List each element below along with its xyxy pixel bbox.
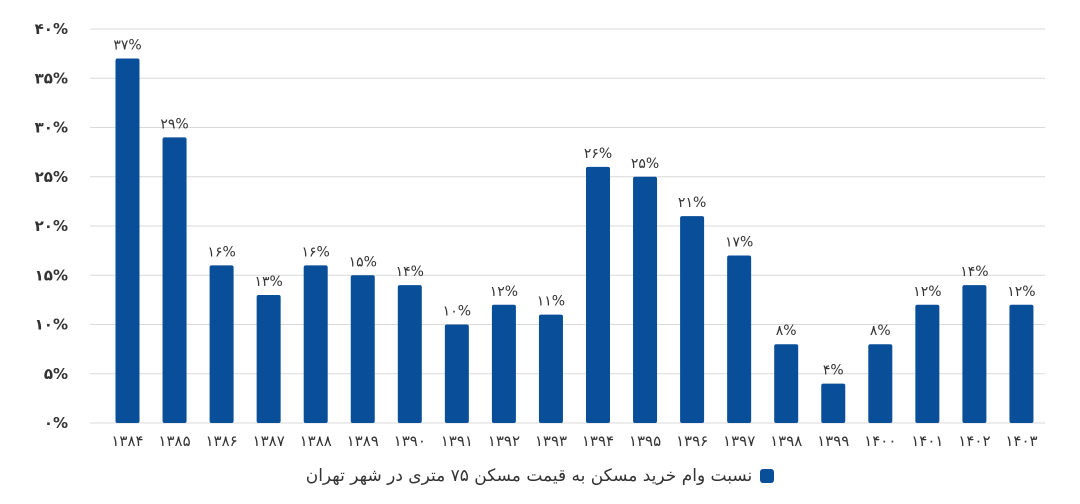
y-axis-ticks: ۰% ۵% ۱۰% ۱۵% ۲۰% ۲۵% ۳۰% ۳۵% ۴۰% — [35, 20, 68, 432]
data-label: ۱۵% — [349, 254, 377, 270]
bar — [162, 137, 187, 423]
bar — [303, 265, 328, 423]
bar-chart: ۰% ۵% ۱۰% ۱۵% ۲۰% ۲۵% ۳۰% ۳۵% ۴۰% ۳۷% ۲۹% ۱۶% ۱۳% ۱۶… — [35, 20, 1045, 450]
data-label: ۱۷% — [725, 235, 753, 251]
x-tick-label: ۱۳۹۸ — [770, 432, 802, 450]
data-label: ۱۶% — [302, 244, 330, 260]
data-label: ۲۹% — [160, 116, 188, 132]
data-label: ۸% — [870, 323, 891, 339]
x-tick-label: ۱۳۸۴ — [111, 432, 143, 450]
y-tick-label: ۲۰% — [35, 217, 68, 235]
bar — [962, 285, 987, 423]
x-tick-label: ۱۳۸۶ — [205, 432, 237, 450]
data-label: ۱۲% — [490, 284, 518, 300]
y-tick-label: ۲۵% — [35, 168, 68, 186]
bar — [538, 314, 563, 423]
x-tick-label: ۱۳۸۹ — [347, 432, 379, 450]
y-tick-label: ۱۵% — [35, 266, 68, 284]
bar — [209, 265, 234, 423]
x-tick-label: ۱۴۰۰ — [864, 432, 896, 450]
bar — [821, 383, 846, 423]
bar — [1009, 304, 1034, 423]
data-label: ۱۳% — [254, 274, 282, 290]
x-tick-label: ۱۳۸۸ — [300, 432, 332, 450]
bar — [633, 176, 658, 423]
x-tick-label: ۱۳۸۷ — [253, 432, 285, 450]
bar — [774, 344, 799, 423]
bar — [256, 294, 281, 423]
legend: نسبت وام خرید مسکن به قیمت مسکن ۷۵ متری … — [0, 460, 1080, 492]
bars — [115, 58, 1034, 424]
data-label: ۱۰% — [443, 304, 471, 320]
bar — [868, 344, 893, 423]
x-tick-label: ۱۳۹۷ — [723, 432, 755, 450]
data-label: ۲۵% — [631, 156, 659, 172]
x-tick-label: ۱۳۹۲ — [488, 432, 520, 450]
bar — [491, 304, 516, 423]
x-tick-label: ۱۳۹۱ — [441, 432, 473, 450]
data-label: ۸% — [776, 323, 797, 339]
gridlines — [90, 28, 1045, 424]
y-tick-label: ۳۰% — [35, 119, 68, 137]
y-tick-label: ۴۰% — [35, 20, 68, 38]
bar — [397, 285, 422, 423]
data-label: ۲۱% — [678, 195, 706, 211]
bar — [115, 58, 140, 424]
x-tick-label: ۱۳۹۳ — [535, 432, 567, 450]
bar — [444, 324, 469, 423]
data-label: ۲۶% — [584, 146, 612, 162]
legend-swatch — [760, 469, 775, 483]
bar — [350, 275, 375, 423]
x-axis-ticks: ۱۳۸۴ ۱۳۸۵ ۱۳۸۶ ۱۳۸۷ ۱۳۸۸ ۱۳۸۹ ۱۳۹۰ ۱۳۹۱ ۱۳۹۲ ۱۳۹۳… — [111, 432, 1037, 450]
data-label: ۱۲% — [913, 284, 941, 300]
bar — [915, 304, 940, 423]
data-label: ۳۷% — [113, 38, 141, 54]
data-label: ۱۱% — [537, 294, 565, 310]
x-tick-label: ۱۳۹۰ — [394, 432, 426, 450]
x-tick-label: ۱۴۰۲ — [958, 432, 990, 450]
bar — [680, 216, 705, 423]
data-label: ۱۲% — [1007, 284, 1035, 300]
x-tick-label: ۱۳۸۵ — [158, 432, 190, 450]
y-tick-label: ۰% — [44, 414, 68, 432]
y-tick-label: ۱۰% — [35, 316, 68, 334]
legend-label: نسبت وام خرید مسکن به قیمت مسکن ۷۵ متری … — [305, 466, 753, 486]
data-labels: ۳۷% ۲۹% ۱۶% ۱۳% ۱۶% ۱۵% ۱۴% ۱۰% ۱۲% ۱۱% ۲۶% ۲۵% ۲۱% ۱… — [113, 38, 1035, 379]
x-tick-label: ۱۳۹۹ — [817, 432, 849, 450]
data-label: ۴% — [823, 363, 844, 379]
y-tick-label: ۵% — [44, 365, 68, 383]
data-label: ۱۴% — [396, 264, 424, 280]
bar — [586, 166, 610, 423]
x-tick-label: ۱۳۹۵ — [629, 432, 661, 450]
x-tick-label: ۱۳۹۴ — [582, 432, 614, 450]
y-tick-label: ۳۵% — [35, 69, 68, 87]
bar — [727, 255, 752, 423]
x-tick-label: ۱۴۰۳ — [1005, 432, 1037, 450]
data-label: ۱۶% — [207, 244, 235, 260]
data-label: ۱۴% — [960, 264, 988, 280]
x-tick-label: ۱۳۹۶ — [676, 432, 708, 450]
x-tick-label: ۱۴۰۱ — [911, 432, 943, 450]
